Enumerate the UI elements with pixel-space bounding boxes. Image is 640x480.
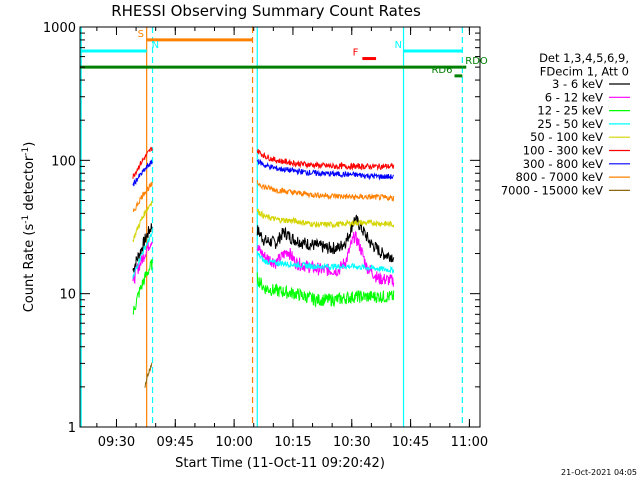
chart-title: RHESSI Observing Summary Count Rates <box>111 2 421 20</box>
y-tick-label-2: 100 <box>51 154 76 169</box>
y-tick-label-3: 1000 <box>43 21 76 36</box>
legend: Det 1,3,4,5,6,9,FDecim 1, Att 03 - 6 keV… <box>501 51 630 197</box>
series-line-5-seg2 <box>256 148 395 171</box>
state-bar-label-6: RD6 <box>431 65 452 76</box>
x-axis-label: Start Time (11-Oct-11 09:20:42) <box>175 456 385 471</box>
series-line-4-seg1 <box>132 200 153 243</box>
x-tick-label-1: 09:45 <box>157 435 194 450</box>
y-axis-label-sup2: -1 <box>21 147 31 156</box>
series-line-4-seg2 <box>256 208 395 229</box>
series-line-5-seg1 <box>132 146 153 179</box>
plot-frame <box>79 26 481 428</box>
state-bar-label-5: RDO <box>465 56 488 67</box>
legend-header-line-1: FDecim 1, Att 0 <box>540 64 629 78</box>
legend-entry-label-7: 800 - 7000 keV <box>515 170 603 184</box>
state-bar-label-0: S <box>138 29 144 40</box>
legend-entry-label-3: 25 - 50 keV <box>537 117 603 131</box>
series-line-7-seg2 <box>256 179 395 202</box>
y-axis-label-mid: detector <box>22 155 37 215</box>
legend-entry-label-1: 6 - 12 keV <box>545 90 603 104</box>
series-line-3-seg2 <box>256 252 395 274</box>
series-line-0-seg2 <box>256 214 395 263</box>
y-axis-label-sup1: -1 <box>21 215 31 224</box>
state-bar-label-2: N <box>395 40 402 51</box>
series-line-7-seg1 <box>132 181 153 213</box>
series-line-6-seg2 <box>256 158 394 181</box>
state-bar-label-3: F <box>353 48 359 59</box>
y-tick-label-1: 10 <box>59 288 76 303</box>
series-line-3-seg1 <box>132 232 153 279</box>
x-tick-label-2: 10:00 <box>215 435 252 450</box>
footer-timestamp: 21-Oct-2021 04:05 <box>561 468 637 477</box>
series-line-2-seg1 <box>132 259 153 315</box>
x-tick-label-6: 11:00 <box>451 435 488 450</box>
legend-entry-label-0: 3 - 6 keV <box>552 77 603 91</box>
legend-entry-label-2: 12 - 25 keV <box>537 104 603 118</box>
series-line-2-seg2 <box>256 272 395 308</box>
legend-entry-label-5: 100 - 300 keV <box>523 144 603 158</box>
legend-entry-label-4: 50 - 100 keV <box>530 130 603 144</box>
x-tick-label-3: 10:15 <box>274 435 311 450</box>
y-axis-label: Count Rate (s-1 detector-1) <box>21 142 37 313</box>
x-tick-label-0: 09:30 <box>98 435 135 450</box>
series-line-6-seg1 <box>132 159 153 187</box>
series-line-8-seg1 <box>144 362 153 388</box>
series-line-0-seg1 <box>132 223 153 273</box>
legend-header-line-0: Det 1,3,4,5,6,9, <box>539 51 629 65</box>
x-tick-label-5: 10:45 <box>392 435 429 450</box>
legend-entry-label-6: 300 - 800 keV <box>523 157 603 171</box>
y-tick-label-0: 1 <box>68 421 76 436</box>
y-axis-label-main: Count Rate (s <box>22 224 37 313</box>
legend-entry-label-8: 7000 - 15000 keV <box>501 183 603 197</box>
state-bar-label-1: N <box>152 40 159 51</box>
y-axis-label-end: ) <box>22 142 37 147</box>
x-tick-label-4: 10:30 <box>333 435 370 450</box>
axes: 09:30 09:45 10:00 10:15 10:30 10:45 11:00 1 10 10… <box>43 21 488 450</box>
